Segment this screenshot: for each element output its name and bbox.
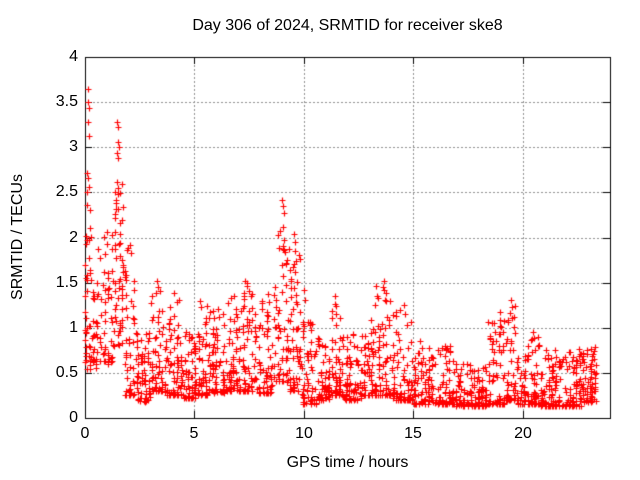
- y-tick-label: 2.5: [55, 183, 78, 200]
- x-tick-label: 15: [404, 425, 422, 442]
- x-tick-label: 0: [80, 425, 90, 442]
- y-tick-label: 3: [69, 138, 78, 155]
- y-tick-label: 2: [69, 229, 78, 246]
- y-tick-label: 3.5: [55, 93, 78, 110]
- x-tick-label: 20: [514, 425, 532, 442]
- y-tick-label: 0: [69, 409, 78, 426]
- x-tick-label: 5: [189, 425, 199, 442]
- x-tick-label: 10: [295, 425, 313, 442]
- y-tick-label: 1: [69, 319, 78, 336]
- y-tick-label: 0.5: [55, 364, 78, 381]
- y-tick-label: 4: [69, 48, 78, 65]
- x-axis-label: GPS time / hours: [286, 454, 409, 471]
- y-tick-label: 1.5: [55, 274, 78, 291]
- chart-title: Day 306 of 2024, SRMTID for receiver ske…: [192, 17, 503, 34]
- y-axis-label: SRMTID / TECUs: [9, 174, 26, 300]
